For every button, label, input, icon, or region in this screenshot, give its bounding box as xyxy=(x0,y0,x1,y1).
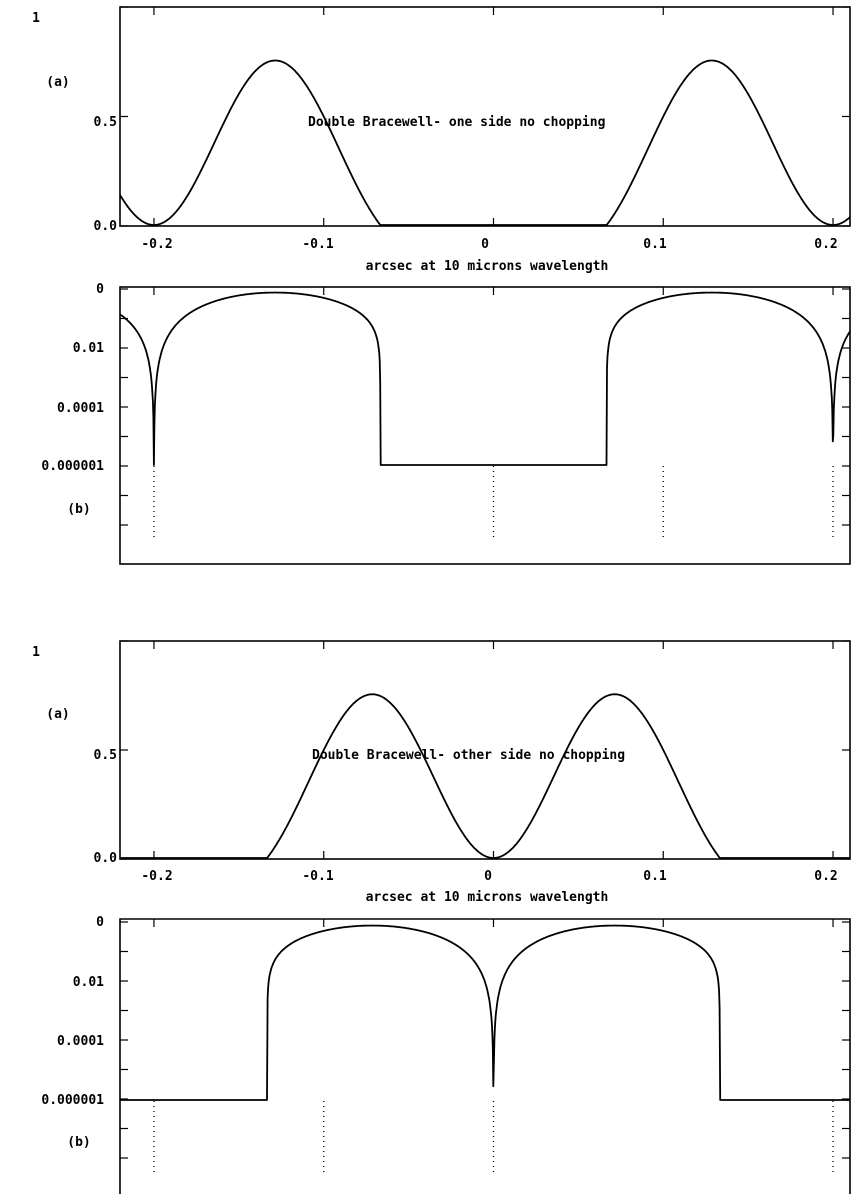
panel-3-xlabel: arcsec at 10 microns wavelength xyxy=(366,890,609,905)
panel-4-ytick-0: 0 xyxy=(96,915,104,930)
panel-3-xtick-0: 0 xyxy=(484,869,492,884)
panel-1-ytick-1: 1 xyxy=(32,11,40,26)
panel-1-xlabel: arcsec at 10 microns wavelength xyxy=(366,259,609,274)
panel-3-ytick-0: 0.0 xyxy=(94,851,118,866)
panel-2-null-dots xyxy=(153,466,834,540)
panel-1-xtick-0.2: 0.2 xyxy=(814,237,837,252)
panel-2-ytick-0: 0 xyxy=(96,282,104,297)
panel-4-curve xyxy=(119,924,851,1101)
panel-1-ytick-0: 0.0 xyxy=(94,219,118,234)
panel-2-frame xyxy=(119,286,851,565)
panel-2-log: 0 0.01 0.0001 0.000001 (b) xyxy=(41,282,851,565)
panel-3-linear: 1 0.5 0.0 (a) Double Bracewell- other si… xyxy=(32,640,851,905)
panel-4-ytick-0.01: 0.01 xyxy=(73,975,104,990)
panel-3-xtick-0.1: 0.1 xyxy=(643,869,667,884)
panel-3-curve xyxy=(119,693,851,859)
panel-1-xtick-0: 0 xyxy=(481,237,489,252)
panel-4-ytick-0.000001: 0.000001 xyxy=(41,1093,104,1108)
panel-2-curve xyxy=(119,291,851,466)
panel-3-ytick-1: 1 xyxy=(32,645,40,660)
panel-4-ticks xyxy=(120,919,850,1159)
panel-1-annotation: Double Bracewell- one side no chopping xyxy=(308,115,605,130)
panel-4-label: (b) xyxy=(67,1135,90,1150)
panel-3-ytick-0.5: 0.5 xyxy=(94,748,117,763)
panel-1-xtick-0.1: 0.1 xyxy=(643,237,667,252)
panel-4-frame xyxy=(119,918,851,1194)
panel-4-log: 0 0.01 0.0001 0.000001 (b) xyxy=(41,915,851,1194)
panel-3-xtick-0.2: 0.2 xyxy=(814,869,837,884)
panel-2-ytick-0.0001: 0.0001 xyxy=(57,401,104,416)
panel-4-ytick-0.0001: 0.0001 xyxy=(57,1034,104,1049)
panel-2-label: (b) xyxy=(67,502,90,517)
panel-1-xtick-m0.1: -0.1 xyxy=(302,237,333,252)
panel-2-ticks xyxy=(120,287,850,526)
panel-1-ytick-0.5: 0.5 xyxy=(94,115,117,130)
panel-4-null-dots xyxy=(153,1101,834,1172)
panel-2-ytick-0.01: 0.01 xyxy=(73,341,104,356)
panel-1-curve xyxy=(119,59,851,226)
panel-1-label: (a) xyxy=(46,75,69,90)
panel-2-ytick-0.000001: 0.000001 xyxy=(41,459,104,474)
panel-1-xtick-m0.2: -0.2 xyxy=(141,237,172,252)
panel-3-label: (a) xyxy=(46,707,69,722)
panel-3-annotation: Double Bracewell- other side no chopping xyxy=(312,748,625,763)
panel-3-xtick-m0.1: -0.1 xyxy=(302,869,333,884)
panel-1-linear: 1 0.5 0.0 (a) Double Bracewell- one side… xyxy=(32,6,851,274)
panel-3-xtick-m0.2: -0.2 xyxy=(141,869,172,884)
